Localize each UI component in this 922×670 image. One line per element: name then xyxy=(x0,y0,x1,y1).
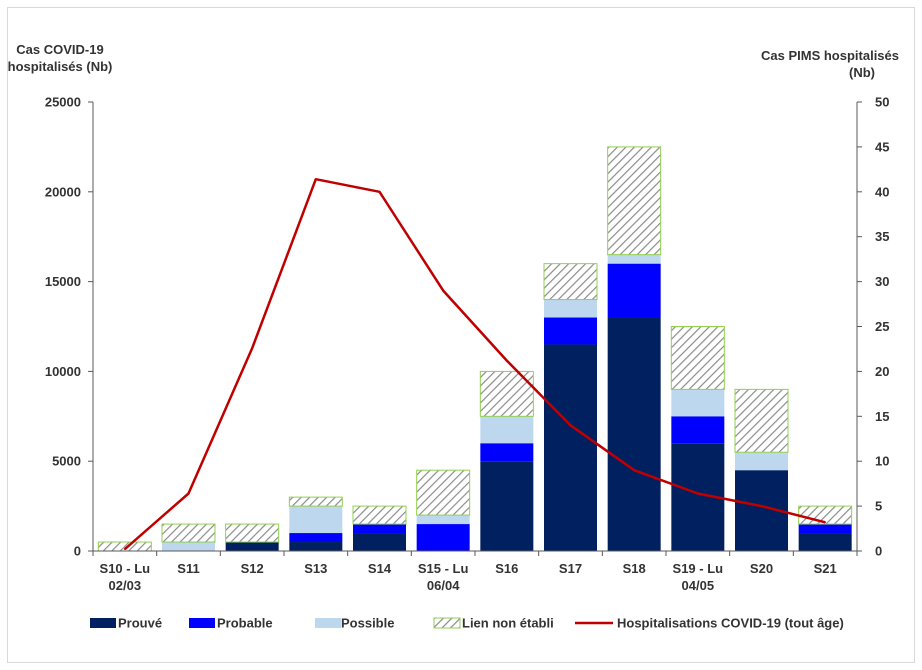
bar-segment xyxy=(543,263,598,301)
bar-segment xyxy=(479,370,534,417)
bar-segment xyxy=(225,542,279,551)
bar-segment xyxy=(353,524,406,534)
legend: Prouvé Probable Possible Lien non établi Hos… xyxy=(90,616,844,631)
bar-segment xyxy=(544,317,597,345)
bar-segment xyxy=(353,533,406,551)
bar-segment xyxy=(671,416,725,444)
line-point xyxy=(697,492,699,495)
legend-label: Probable xyxy=(217,616,273,631)
x-tick-label: S18 xyxy=(623,561,646,576)
right-tick-label: 35 xyxy=(875,229,889,244)
x-tick-label: S21 xyxy=(814,561,837,576)
line-point xyxy=(569,424,572,427)
line-point xyxy=(633,469,635,471)
line-point xyxy=(124,548,126,551)
x-tick-label: S14 xyxy=(368,561,392,576)
right-tick-label: 40 xyxy=(875,184,889,199)
legend-label: Prouvé xyxy=(118,616,162,631)
left-axis-title-line-1: Cas COVID-19 xyxy=(16,42,103,57)
bar-series xyxy=(97,146,853,552)
right-axis-title-line-1: Cas PIMS hospitalisés xyxy=(761,48,899,63)
bar-segment xyxy=(734,388,789,453)
bar-segment xyxy=(288,496,343,507)
bar-segment xyxy=(289,542,343,551)
legend-swatch xyxy=(315,618,341,628)
right-axis-title-line-2: (Nb) xyxy=(849,65,875,80)
chart-frame xyxy=(7,7,915,663)
left-tick-label: 25000 xyxy=(45,95,81,110)
legend-label: Possible xyxy=(341,616,394,631)
right-tick-label: 10 xyxy=(875,454,889,469)
bar-segment xyxy=(480,416,534,444)
bar-segment xyxy=(798,524,852,534)
line-point xyxy=(315,178,317,181)
left-tick-label: 0 xyxy=(74,544,81,559)
left-tick-label: 20000 xyxy=(45,184,81,199)
bar-segment xyxy=(544,344,597,551)
bar-segment xyxy=(416,469,471,516)
right-axis-ticks: 0 5 10 15 20 25 30 35 40 45 50 xyxy=(857,95,889,559)
line-point xyxy=(442,289,444,292)
bar-segment xyxy=(607,263,661,318)
bar-segment xyxy=(161,523,216,543)
right-tick-label: 15 xyxy=(875,409,889,424)
line-point xyxy=(187,492,190,495)
right-tick-label: 50 xyxy=(875,95,889,110)
bar-segment xyxy=(670,326,725,390)
x-tick-label: S13 xyxy=(304,561,327,576)
bar-segment xyxy=(480,461,534,551)
right-tick-label: 0 xyxy=(875,544,882,559)
right-tick-label: 25 xyxy=(875,319,889,334)
left-tick-label: 15000 xyxy=(45,274,81,289)
bar-segment xyxy=(607,254,661,264)
x-tick-label: S17 xyxy=(559,561,582,576)
x-tick-label: S12 xyxy=(241,561,264,576)
right-tick-label: 20 xyxy=(875,364,889,379)
bar-segment xyxy=(416,515,470,525)
left-axis-title: Cas COVID-19 hospitalisés (Nb) xyxy=(8,42,113,74)
left-tick-label: 5000 xyxy=(52,454,81,469)
line-point xyxy=(760,505,763,507)
x-axis-labels: S10 - Lu 02/03 S11 S12 S13 S14 S15 - Lu 06/04 S1… xyxy=(100,561,837,593)
right-axis-title: Cas PIMS hospitalisés (Nb) xyxy=(761,48,899,80)
bar-segment xyxy=(416,524,470,551)
legend-swatch xyxy=(433,617,461,629)
x-tick-label: S15 - Lu 06/04 xyxy=(418,561,469,593)
bar-segment xyxy=(480,443,534,462)
bar-segment xyxy=(671,389,725,417)
bar-segment xyxy=(162,542,215,551)
bar-segment xyxy=(289,533,343,543)
x-tick-label: S19 - Lu 04/05 xyxy=(673,561,724,593)
line-point xyxy=(824,521,826,524)
line-point xyxy=(506,359,508,362)
bar-segment xyxy=(289,506,343,534)
bar-segment xyxy=(225,523,280,543)
bar-segment xyxy=(607,317,661,551)
x-tick-label: S11 xyxy=(177,561,199,576)
legend-label: Hospitalisations COVID-19 (tout âge) xyxy=(617,616,844,631)
legend-swatch xyxy=(189,618,215,628)
x-tick-label: S10 - Lu 02/03 xyxy=(100,561,151,593)
left-tick-label: 10000 xyxy=(45,364,81,379)
right-tick-label: 45 xyxy=(875,139,889,154)
axes xyxy=(92,102,858,556)
left-axis-ticks: 0 5000 10000 15000 20000 25000 xyxy=(45,95,93,559)
legend-label: Lien non établi xyxy=(462,616,554,631)
bar-segment xyxy=(798,533,852,551)
x-tick-label: S20 xyxy=(750,561,773,576)
line-point xyxy=(251,347,253,349)
bar-segment xyxy=(544,299,597,318)
line-point xyxy=(378,191,381,193)
right-tick-label: 30 xyxy=(875,274,889,289)
bar-segment xyxy=(735,452,788,471)
bar-segment xyxy=(352,505,407,525)
covid-hospitalisations-line xyxy=(123,177,826,551)
right-tick-label: 5 xyxy=(875,499,882,514)
bar-segment xyxy=(607,146,662,256)
x-tick-label: S16 xyxy=(495,561,518,576)
legend-swatch xyxy=(90,618,116,628)
left-axis-title-line-2: hospitalisés (Nb) xyxy=(8,59,113,74)
line-series xyxy=(123,177,826,551)
